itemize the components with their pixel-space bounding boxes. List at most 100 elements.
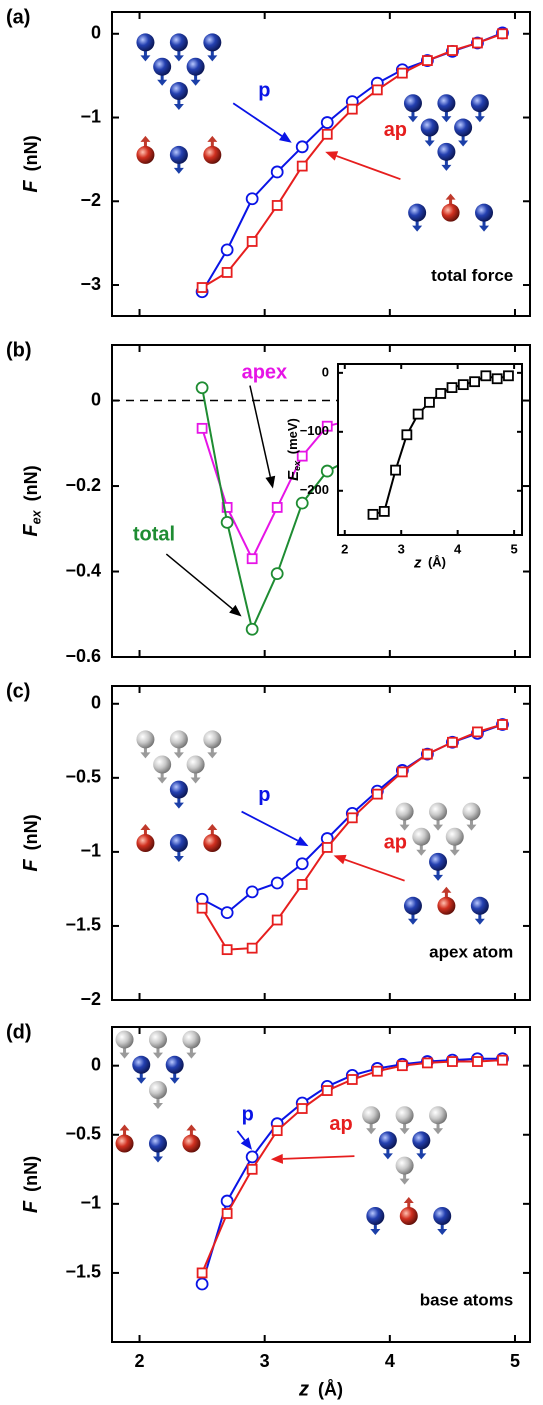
atom [362,1106,381,1125]
spin-arrow-head [445,193,456,200]
marker [271,914,283,926]
marker [321,1085,333,1096]
marker [396,1060,408,1072]
atom [395,1106,414,1125]
spin-arrow-head [157,79,168,86]
y-tick-label: −0.5 [65,767,101,787]
annotation-arrow [165,553,233,610]
y-tick-label: −0.5 [65,1124,101,1144]
marker [367,508,379,520]
spin-arrow-head [173,752,184,759]
marker [469,376,480,388]
y-tick-label: −0.2 [65,475,101,495]
panel-label: (c) [6,680,30,702]
y-axis-label: F (nN) [20,135,42,192]
axis-symbol: F [20,180,42,193]
spin-arrow-head [173,55,184,62]
x-tick-label: 5 [510,1351,520,1371]
atom [429,802,448,821]
spin-arrow-head [441,164,452,171]
spin-arrow-head [186,1124,197,1131]
marker [221,1208,233,1219]
spin-arrow-head [399,1128,410,1135]
arrow-head [270,1153,284,1164]
x-tick-label: 3 [260,1351,270,1371]
atom [136,834,155,852]
marker [296,879,308,890]
marker [346,103,358,115]
y-tick-label: −1.5 [65,915,101,935]
spin-arrow-head [157,777,168,784]
arrow-head [229,604,242,617]
marker [321,842,333,853]
atom [136,145,155,164]
atom [420,118,439,137]
arrow-head [333,854,347,865]
atom [186,57,205,76]
y-tick-label: −3 [80,274,101,294]
marker [401,429,413,441]
axis-unit: (Å) [318,1379,343,1399]
marker [424,396,435,408]
marker [246,942,258,954]
spin-arrow-head [207,824,218,830]
arrow-head [265,475,276,489]
atom [445,827,464,846]
axis-unit: (nN) [21,465,41,501]
spin-arrow-head [207,135,218,142]
marker [446,382,458,393]
x-tick-label: 5 [510,541,517,556]
marker [295,857,309,871]
marker [245,192,259,206]
marker [457,379,469,391]
marker [296,1103,308,1114]
series-label: p [258,784,270,806]
marker [270,567,284,581]
marker [196,282,208,293]
atom [169,82,188,101]
spin-arrow-head [474,918,485,925]
marker [196,422,208,434]
spin-arrow-head [441,886,452,893]
marker [371,1065,383,1077]
atom [441,203,460,222]
spin-arrow-head [119,1124,130,1131]
axis-symbol: z [298,1379,309,1401]
atom [462,802,481,821]
x-axis-label: z (Å) [298,1379,343,1401]
y-axis-label: Eex (meV) [285,418,302,481]
marker [246,236,258,247]
spin-arrow-head [136,1077,147,1084]
atom [366,1207,385,1225]
spin-arrow-head [119,1052,130,1059]
annotation-arrow [344,858,405,882]
series-label: p [258,79,270,101]
marker [220,906,234,920]
atom [186,755,205,774]
plot-frame [111,11,531,317]
spin-arrow-head [173,104,184,111]
atom [136,730,155,749]
spin-arrow-head [207,55,218,62]
spin-arrow-head [416,849,427,856]
atom [429,852,448,871]
y-axis-label: F (nN) [20,814,42,871]
y-tick-label: −1.5 [65,1262,101,1282]
axis-unit: (nN) [21,814,41,850]
atom [378,1131,397,1150]
spin-arrow-head [173,856,184,862]
spin-arrow-head [140,752,151,759]
atom [399,1207,418,1225]
atom [395,1156,414,1175]
x-tick-label: 4 [454,541,462,556]
spin-arrow-head [152,1103,163,1109]
spin-arrow-head [140,135,151,142]
axis-unit: (nN) [21,1156,41,1192]
marker [220,515,234,529]
y-tick-label: −2 [80,190,101,210]
marker [246,1163,258,1175]
atom [403,896,422,915]
marker [296,160,308,172]
axis-symbol: E [285,470,302,481]
marker [221,267,233,278]
